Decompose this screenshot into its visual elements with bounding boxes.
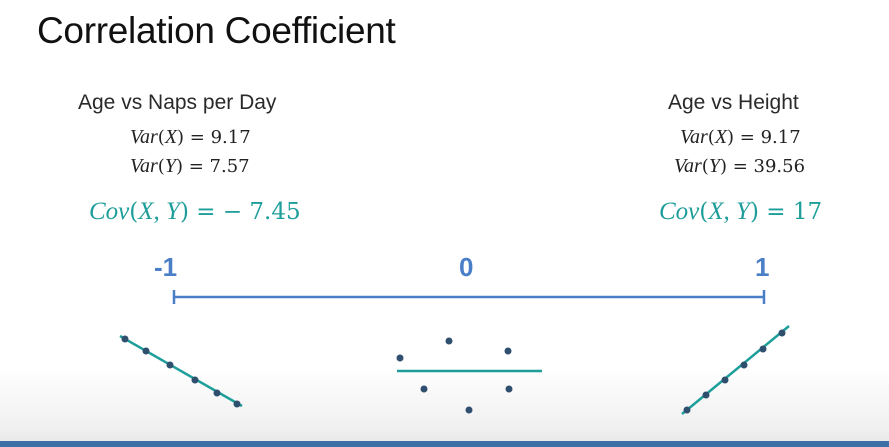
right-cov: Cov(X, Y) = 17 [659,198,823,225]
scale-max-label: 1 [755,252,770,282]
right-var-y-arg: Y [708,155,720,177]
zero-correlation-plot [396,337,542,414]
negative-correlation-plot [119,334,243,408]
left-cov: Cov(X, Y) = − 7.45 [89,198,301,225]
positive-point [759,345,767,353]
negative-point [191,376,199,384]
scale-min-label: -1 [154,252,178,282]
zero-point [396,354,404,362]
negative-point [142,347,150,355]
positive-point [778,329,786,337]
positive-point [740,361,748,369]
left-cov-value: − 7.45 [222,199,301,225]
right-heading: Age vs Height [668,91,799,114]
right-var-y-name: Var [674,155,702,177]
right-var-y-value: 39.56 [753,156,806,177]
negative-fit-line [119,334,243,408]
zero-point [504,347,512,355]
left-heading: Age vs Naps per Day [78,91,277,114]
right-var-x-value: 9.17 [760,127,801,148]
positive-point [721,376,729,384]
negative-point [213,389,221,397]
negative-point [121,335,129,343]
left-cov-name: Cov [89,198,130,225]
left-var-y: Var(Y) = 7.57 [130,155,250,177]
zero-point [445,337,453,345]
left-cov-arg: X, Y [138,198,180,225]
zero-point [420,385,428,393]
right-var-x-arg: X [714,126,728,148]
right-cov-name: Cov [659,198,700,225]
positive-point [683,406,691,414]
right-var-y: Var(Y) = 39.56 [674,155,806,177]
negative-point [233,400,241,408]
right-cov-value: 17 [792,199,823,225]
right-var-x-name: Var [680,126,708,148]
left-var-x-arg: X [164,126,178,148]
negative-point [166,361,174,369]
right-var-x: Var(X) = 9.17 [680,126,801,148]
bottom-accent-bar [0,441,889,447]
left-var-y-arg: Y [164,155,176,177]
scale-mid-label: 0 [459,252,474,282]
left-var-x-value: 9.17 [210,127,251,148]
zero-point [505,385,513,393]
positive-correlation-plot [681,325,790,415]
zero-point [465,406,473,414]
positive-fit-line [681,325,790,415]
left-var-x-name: Var [130,126,158,148]
left-var-y-name: Var [130,155,158,177]
positive-point [702,391,710,399]
right-cov-arg: X, Y [708,198,750,225]
left-var-y-value: 7.57 [209,156,250,177]
slide-title: Correlation Coefficient [37,10,396,51]
left-var-x: Var(X) = 9.17 [130,126,251,148]
